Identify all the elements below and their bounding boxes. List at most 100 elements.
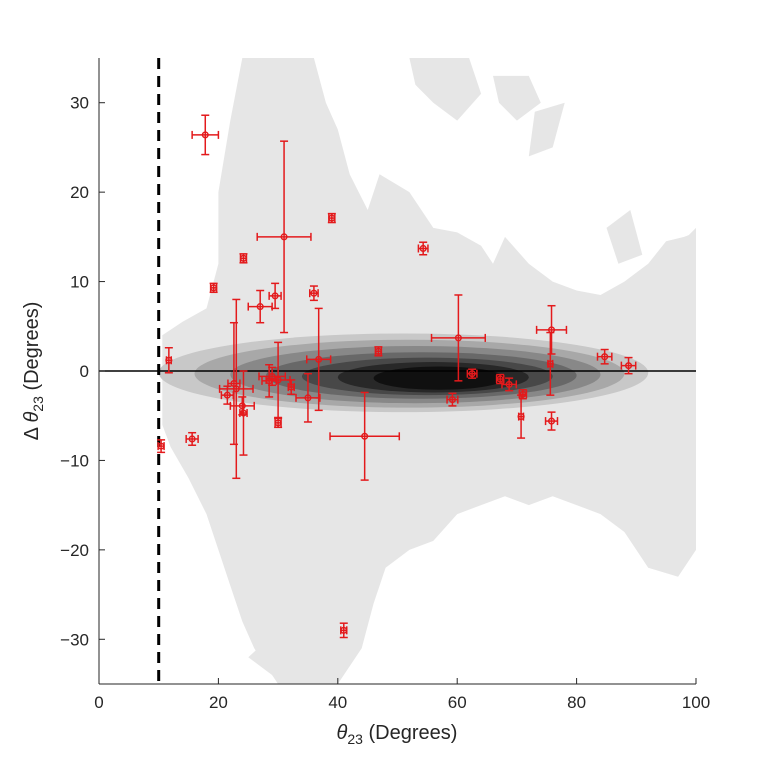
data-point xyxy=(446,392,459,407)
data-point xyxy=(287,379,296,396)
data-point xyxy=(157,439,166,454)
x-tick-label: 60 xyxy=(448,693,467,712)
density-wisp xyxy=(493,75,541,121)
point-marker xyxy=(547,417,556,425)
data-point xyxy=(239,370,248,456)
data-point xyxy=(517,394,526,439)
point-marker xyxy=(232,385,240,393)
point-marker xyxy=(165,356,173,364)
point-marker xyxy=(496,375,504,383)
point-marker xyxy=(274,376,282,384)
density-wisp xyxy=(678,227,696,273)
x-tick-label: 80 xyxy=(567,693,586,712)
y-tick-label: 10 xyxy=(70,273,89,292)
x-axis-title: θ23 (Degrees) xyxy=(337,722,458,747)
data-point xyxy=(274,417,283,429)
point-marker xyxy=(340,626,348,634)
point-marker xyxy=(517,413,525,421)
y-axis-title-prefix: Δ xyxy=(21,423,43,441)
data-point xyxy=(220,385,235,405)
point-marker xyxy=(519,390,527,398)
y-axis-title-suffix: (Degrees) xyxy=(21,302,43,396)
density-wisp xyxy=(248,630,308,684)
reference-lines xyxy=(99,58,696,684)
x-axis-title-symbol: θ xyxy=(337,722,348,744)
point-marker xyxy=(201,131,209,139)
axes xyxy=(98,58,697,685)
data-point xyxy=(430,294,487,382)
y-tick-label: 0 xyxy=(80,362,89,381)
data-point xyxy=(339,622,348,639)
point-marker xyxy=(239,254,248,262)
data-point xyxy=(466,368,478,379)
point-marker xyxy=(505,380,513,388)
point-marker xyxy=(374,347,382,355)
data-point xyxy=(501,377,518,392)
data-points xyxy=(157,114,637,639)
y-tick-label: 20 xyxy=(70,183,89,202)
data-point xyxy=(265,341,291,419)
point-marker xyxy=(271,292,279,300)
x-tick-label: 40 xyxy=(328,693,347,712)
data-point xyxy=(535,304,568,355)
y-tick-label: 30 xyxy=(70,94,89,113)
data-point xyxy=(229,396,255,416)
data-point xyxy=(546,331,555,396)
point-marker xyxy=(188,435,196,443)
point-marker xyxy=(268,372,276,380)
y-axis-title-subscript: 23 xyxy=(30,396,46,412)
point-marker xyxy=(274,419,282,427)
x-tick-label: 100 xyxy=(682,693,710,712)
density-core-level xyxy=(373,366,505,390)
data-point xyxy=(191,114,220,156)
density-wisp xyxy=(606,210,643,264)
point-marker xyxy=(315,355,323,363)
density-wisp xyxy=(284,505,314,559)
point-marker xyxy=(280,233,288,241)
data-point xyxy=(327,212,336,224)
point-marker xyxy=(239,409,248,417)
x-tick-label: 20 xyxy=(209,693,228,712)
density-wisp xyxy=(528,102,565,157)
tick-labels: 0 20 40 60 80 100 −30 −20 −10 0 10 20 30 xyxy=(60,94,710,712)
point-marker xyxy=(256,303,264,311)
data-point xyxy=(374,346,383,357)
point-marker xyxy=(454,334,462,342)
y-tick-label: −20 xyxy=(60,541,89,560)
point-marker xyxy=(157,442,165,450)
point-marker xyxy=(304,394,312,402)
data-point xyxy=(295,372,321,423)
point-marker xyxy=(287,383,295,391)
point-marker xyxy=(624,362,633,370)
data-point xyxy=(518,389,528,400)
data-point xyxy=(544,411,559,431)
data-point xyxy=(596,348,613,365)
point-marker xyxy=(419,244,427,253)
x-axis-title-suffix: (Degrees) xyxy=(363,722,457,744)
data-point xyxy=(329,391,401,481)
point-marker xyxy=(310,289,318,297)
y-tick-label: −10 xyxy=(60,451,89,470)
data-point xyxy=(209,282,218,294)
data-point xyxy=(247,289,273,324)
y-axis-title: Δ θ23 (Degrees) xyxy=(21,302,46,441)
point-marker xyxy=(448,396,456,404)
x-tick-label: 0 xyxy=(94,693,103,712)
point-marker xyxy=(546,360,554,368)
point-marker xyxy=(328,214,336,222)
data-point xyxy=(306,307,332,412)
point-marker xyxy=(210,284,218,292)
data-point xyxy=(185,431,199,446)
data-point xyxy=(164,346,173,374)
point-marker xyxy=(601,353,609,361)
point-marker xyxy=(361,432,369,440)
y-tick-label: −30 xyxy=(60,630,89,649)
data-point xyxy=(256,140,312,334)
point-marker xyxy=(468,370,476,378)
data-point xyxy=(417,241,429,256)
point-marker xyxy=(223,391,231,399)
x-axis-title-subscript: 23 xyxy=(347,731,363,747)
data-point xyxy=(620,356,637,375)
point-marker xyxy=(238,402,246,410)
